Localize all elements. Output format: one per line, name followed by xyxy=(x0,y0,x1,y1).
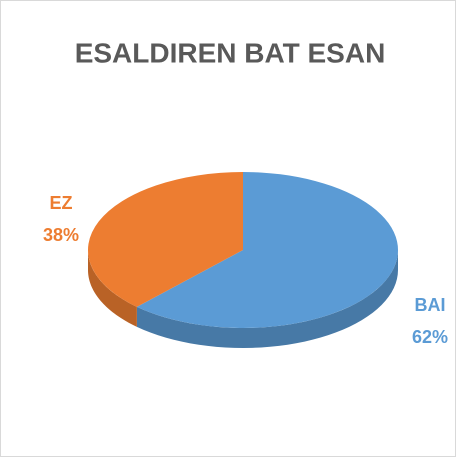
pie-slice-side xyxy=(88,250,137,327)
pie-slice xyxy=(136,172,398,328)
data-label-name: BAI xyxy=(415,295,446,315)
pie-slice-side xyxy=(136,250,398,348)
pie-slice xyxy=(87,172,243,307)
chart-title: ESALDIREN BAT ESAN xyxy=(75,37,386,68)
data-label-name: EZ xyxy=(49,193,72,213)
data-label-value: 38% xyxy=(43,225,79,245)
data-label-value: 62% xyxy=(412,327,448,347)
